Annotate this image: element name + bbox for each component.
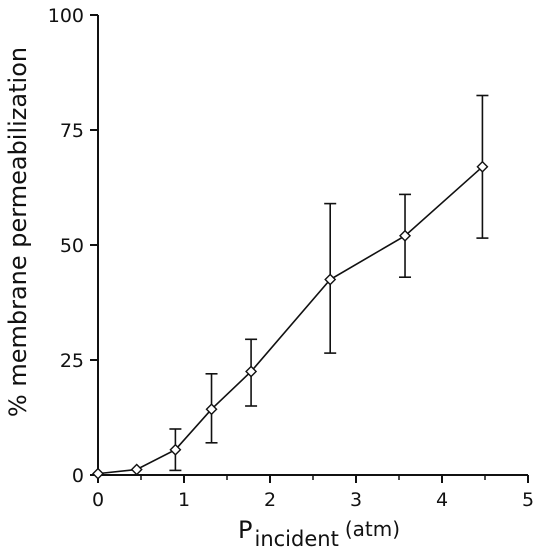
series-line-layer <box>98 167 482 474</box>
x-axis-label-subscript: incident <box>254 527 338 551</box>
x-tick-label: 2 <box>264 489 276 511</box>
x-tick-label: 0 <box>92 489 104 511</box>
x-tick-label: 1 <box>178 489 190 511</box>
y-tick-label: 100 <box>48 5 84 27</box>
data-point-marker <box>93 469 103 479</box>
y-axis-label: % membrane permeabilization <box>4 47 32 417</box>
axes <box>98 15 528 475</box>
series-line <box>98 167 482 474</box>
x-axis-label: Pincident (atm) <box>238 516 400 551</box>
x-axis-label-unit: (atm) <box>345 517 400 541</box>
x-tick-label: 5 <box>522 489 534 511</box>
x-axis-label-main: P <box>238 516 252 544</box>
y-tick-label: 25 <box>60 350 84 372</box>
y-tick-label: 50 <box>60 235 84 257</box>
y-tick-label: 75 <box>60 120 84 142</box>
x-tick-label: 3 <box>350 489 362 511</box>
data-point-marker <box>132 464 142 474</box>
data-markers <box>93 162 487 479</box>
x-tick-label: 4 <box>436 489 448 511</box>
ticks: 0123450255075100 <box>48 5 534 511</box>
y-tick-label: 0 <box>72 465 84 487</box>
